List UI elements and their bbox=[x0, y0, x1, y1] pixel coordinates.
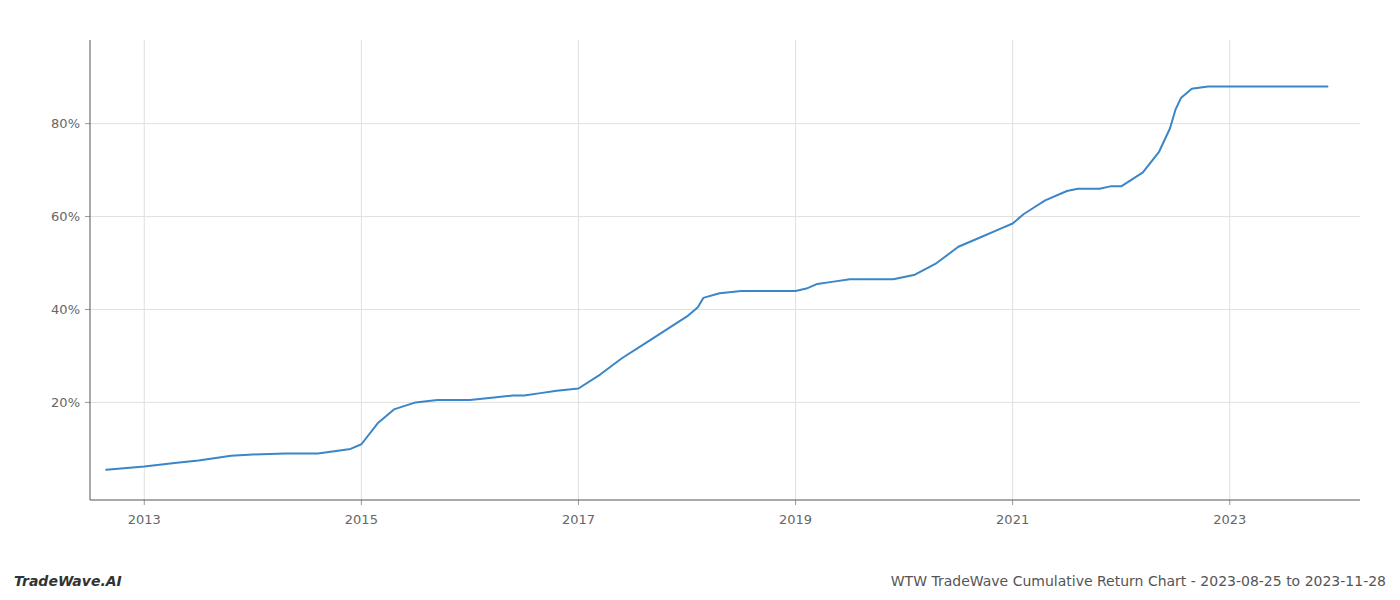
x-grid-line bbox=[144, 40, 145, 500]
background bbox=[0, 0, 1400, 600]
y-grid-line bbox=[90, 123, 1360, 124]
x-tick-label: 2015 bbox=[345, 512, 378, 527]
y-grid-line bbox=[90, 402, 1360, 403]
x-tick bbox=[1012, 500, 1013, 505]
y-tick-label: 60% bbox=[51, 209, 80, 224]
x-tick bbox=[361, 500, 362, 505]
chart-container: 2013 2015 2017 2019 2021 2023 20% 40% 60% 80% Trad… bbox=[0, 0, 1400, 600]
chart: 2013 2015 2017 2019 2021 2023 20% 40% 60% 80% Trad… bbox=[0, 0, 1400, 600]
y-grid-line bbox=[90, 309, 1360, 310]
y-tick-label: 40% bbox=[51, 302, 80, 317]
y-tick bbox=[85, 216, 90, 217]
grid bbox=[90, 40, 1360, 500]
x-grid-line bbox=[795, 40, 796, 500]
axes: 2013 2015 2017 2019 2021 2023 20% 40% 60% 80% bbox=[51, 40, 1360, 527]
x-tick-label: 2019 bbox=[779, 512, 812, 527]
watermark: TradeWave.AI bbox=[14, 573, 122, 589]
x-tick-label: 2021 bbox=[996, 512, 1029, 527]
x-tick-label: 2017 bbox=[562, 512, 595, 527]
line bbox=[106, 86, 1327, 469]
x-grid-line bbox=[1012, 40, 1013, 500]
y-tick-label: 80% bbox=[51, 116, 80, 131]
y-axis-line bbox=[90, 40, 91, 500]
x-grid-line bbox=[1229, 40, 1230, 500]
x-tick bbox=[144, 500, 145, 505]
x-tick bbox=[1229, 500, 1230, 505]
x-tick-label: 2013 bbox=[128, 512, 161, 527]
y-tick bbox=[85, 402, 90, 403]
title: WTW TradeWave Cumulative Return Chart - … bbox=[891, 573, 1386, 589]
x-tick bbox=[795, 500, 796, 505]
x-tick-label: 2023 bbox=[1213, 512, 1246, 527]
series bbox=[106, 86, 1327, 469]
y-tick bbox=[85, 123, 90, 124]
y-tick bbox=[85, 309, 90, 310]
y-grid-line bbox=[90, 216, 1360, 217]
x-grid-line bbox=[578, 40, 579, 500]
x-grid-line bbox=[361, 40, 362, 500]
x-axis-line bbox=[90, 500, 1360, 501]
y-tick-label: 20% bbox=[51, 395, 80, 410]
x-tick bbox=[578, 500, 579, 505]
